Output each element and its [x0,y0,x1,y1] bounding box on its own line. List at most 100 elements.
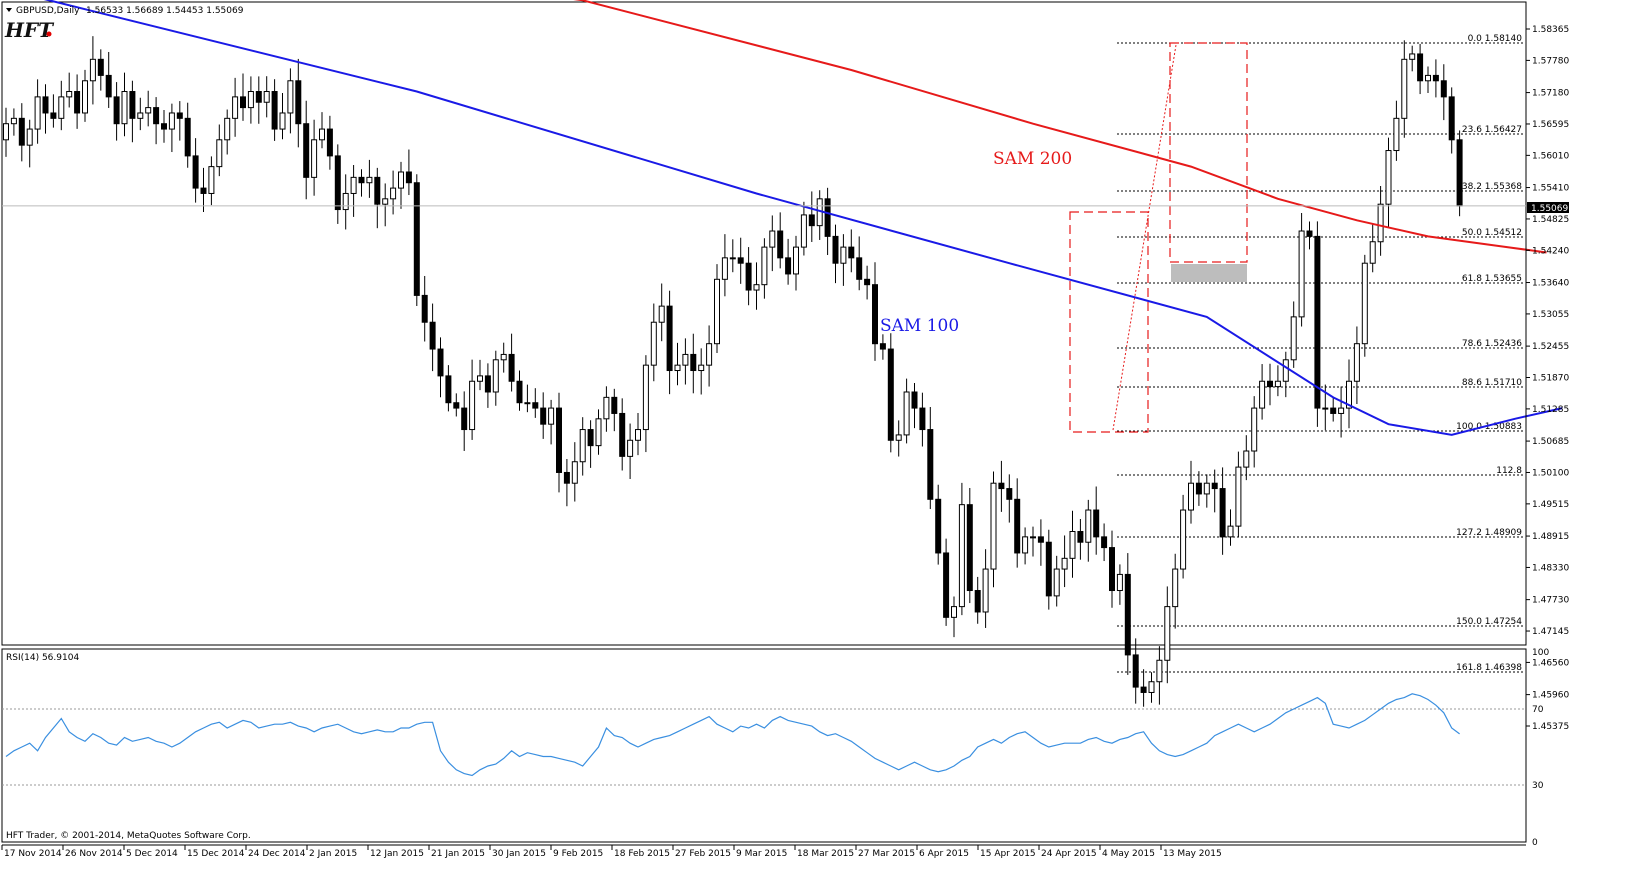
candle-body-up [1251,407,1258,452]
candle-body-down [453,402,460,409]
price-tick-label: 1.50685 [1532,437,1569,447]
candle [714,264,720,353]
candle [1425,66,1431,93]
time-tick-label: 2 Jan 2015 [309,849,357,859]
candle [927,407,934,510]
candle-body-up [1116,573,1123,592]
candle [89,36,96,105]
candle [1235,451,1242,537]
candle [1417,43,1424,95]
candle-body-down [105,74,112,98]
rsi-layer: 100 70 30 0 [2,648,1549,848]
candle-body-down [184,117,191,157]
candle [753,262,760,310]
candle-body-down [405,171,412,184]
candle-body-down [619,412,626,457]
candle-body-up [650,321,657,366]
candle [706,325,713,387]
candle-body-up [698,364,705,372]
candle-body-up [1053,568,1060,597]
candle-body-up [1156,659,1163,683]
candle-body-up [232,96,239,119]
candle-body-down [540,407,547,425]
candle [176,101,183,141]
candle-body-up [10,117,17,125]
candle-body-down [271,91,278,130]
rsi-label: RSI(14) 56.9104 [6,653,79,663]
time-tick-label: 4 May 2015 [1102,849,1155,859]
candle [350,165,357,217]
candle-body-up [319,128,325,141]
candle-body-down [1045,541,1052,597]
candle-body-up [895,434,902,441]
candle-body-down [1006,488,1013,500]
candle [398,161,404,209]
candle [161,109,167,143]
price-tick-label: 1.46560 [1532,658,1569,668]
price-tick-label: 1.50100 [1532,468,1569,478]
candle [97,49,104,91]
dropdown-arrow-icon[interactable] [6,8,12,12]
candle [1172,553,1179,629]
candle [82,69,88,122]
candle-body-down [1037,536,1044,543]
candle [66,72,73,108]
candle-body-up [1227,525,1234,538]
candle [674,342,681,386]
candle [42,84,49,134]
candle [184,102,191,168]
fib-level-label: 38.2 1.55368 [1462,182,1522,192]
candle [26,119,33,168]
candle [1006,474,1013,523]
candle [879,334,886,360]
candle [1346,359,1352,429]
candle [658,283,665,342]
candle-body-down [1330,407,1337,414]
candle [1282,351,1289,398]
fib-level-label: 0.0 1.58140 [1468,34,1523,44]
candle [334,144,341,224]
time-tick-label: 24 Apr 2015 [1041,849,1097,859]
candle [358,169,365,197]
candle-body-up [800,214,807,248]
time-tick-label: 26 Nov 2014 [65,849,123,859]
candle [1124,553,1131,675]
candle-body-up [714,278,720,345]
candle [587,420,594,468]
candle-body-up [1361,262,1368,345]
candle-body-down [18,117,25,146]
candle-body-down [611,396,618,414]
rsi-line [5,693,1460,777]
price-tick-label: 1.51285 [1532,405,1569,415]
candle-body-up [121,91,128,125]
candle-body-down [484,375,491,393]
candle-body-up [982,568,989,613]
candle-body-up [951,606,957,618]
candle [951,596,957,638]
candle [303,100,310,200]
price-tick-label: 1.51870 [1532,374,1569,384]
candle [18,103,25,162]
candle-body-down [1417,53,1424,82]
price-tick-label: 1.48915 [1532,532,1569,542]
candle [247,76,254,124]
candle [1164,586,1171,684]
candle-body-down [129,91,136,119]
candle-body-down [445,375,452,404]
candle-body-down [437,348,444,377]
price-tick-label: 1.55410 [1532,184,1569,194]
candle [105,51,112,108]
time-tick-label: 15 Apr 2015 [980,849,1036,859]
candle-body-down [255,91,262,103]
fib-level-label: 23.6 1.56427 [1462,125,1522,135]
candle-body-down [737,257,744,264]
fib-level-label: 50.0 1.54512 [1462,228,1522,238]
candle-body-down [1140,686,1147,693]
candle-body-down [832,235,839,264]
candle-body-down [563,471,570,484]
price-tick-label: 1.47145 [1532,627,1569,637]
candle [200,167,207,213]
candle [1338,386,1345,438]
price-tick-label: 1.52455 [1532,342,1569,352]
